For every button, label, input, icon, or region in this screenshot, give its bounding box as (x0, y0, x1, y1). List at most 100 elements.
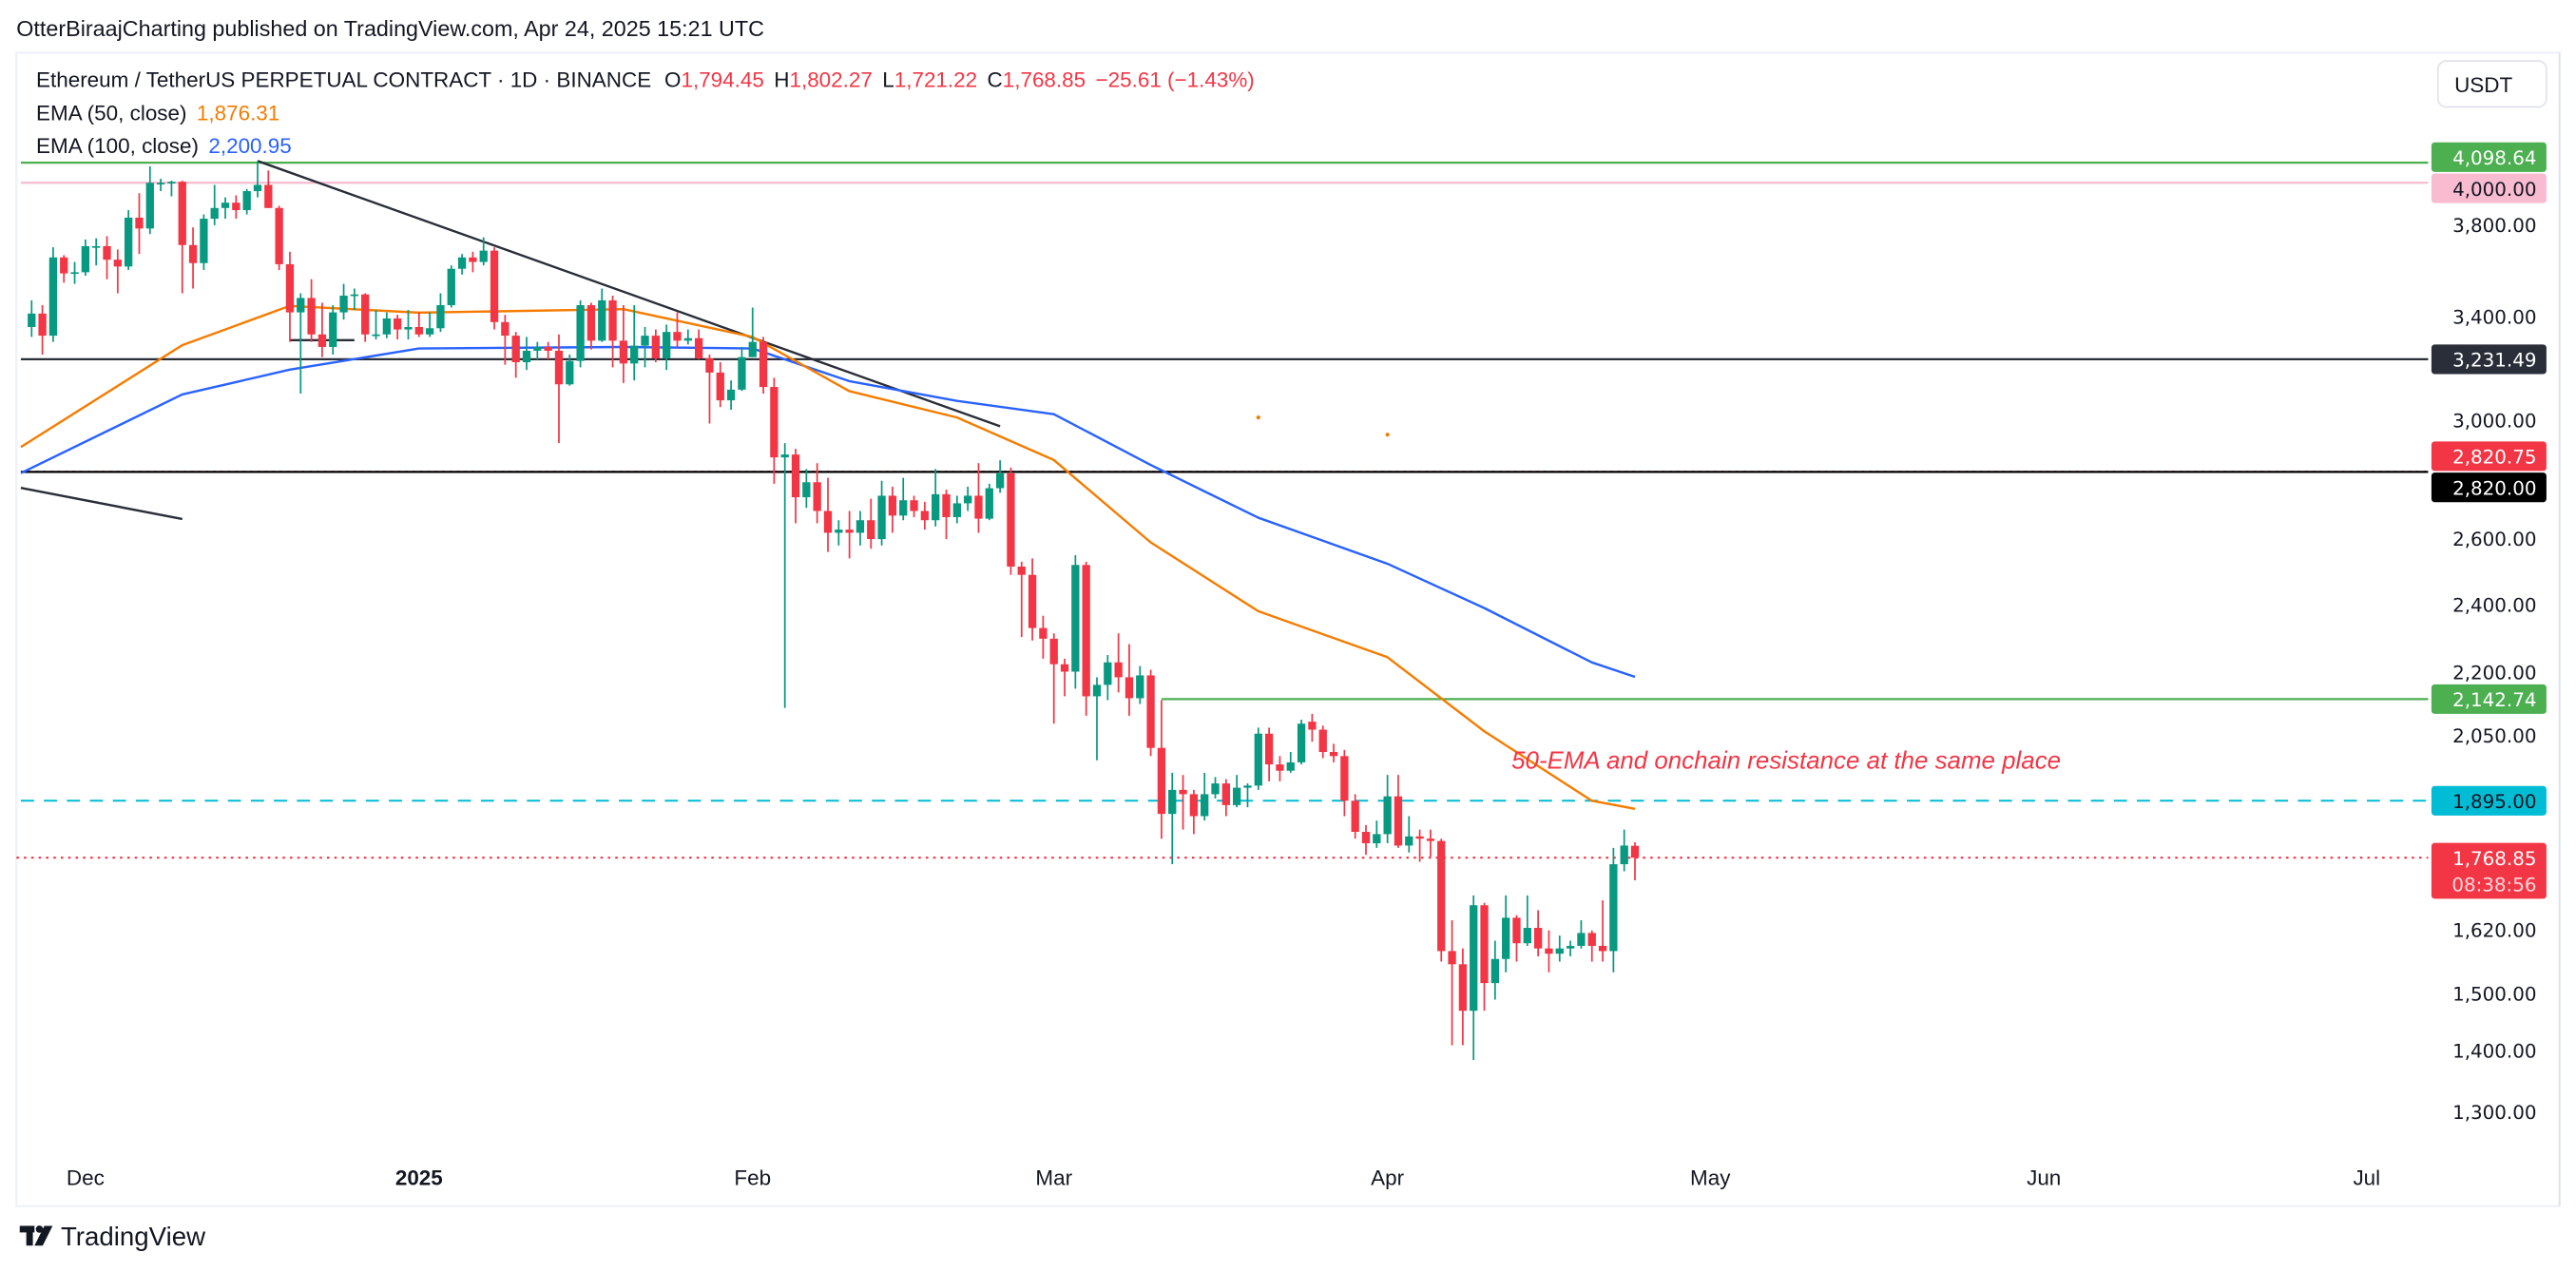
symbol-name[interactable]: Ethereum / TetherUS PERPETUAL CONTRACT ·… (36, 68, 651, 92)
candle-body (285, 263, 295, 313)
candle (964, 486, 972, 511)
candle (985, 483, 993, 521)
candle-body (103, 245, 111, 260)
candle-body (1179, 789, 1187, 795)
candle (1361, 824, 1371, 856)
annotation-text[interactable]: 50-EMA and onchain resistance at the sam… (1511, 747, 2061, 774)
candle (855, 511, 865, 546)
candle (28, 299, 36, 337)
candle-body (361, 294, 370, 335)
candle-body (576, 304, 585, 361)
candle (297, 293, 305, 395)
candle-body (705, 357, 714, 373)
candle (469, 251, 477, 273)
candle (1233, 775, 1241, 808)
candle-body (1233, 787, 1241, 805)
candle (932, 469, 940, 527)
candle-body (985, 488, 993, 519)
candle-body (1394, 796, 1403, 846)
candle-body (1049, 638, 1058, 665)
candle-body (748, 341, 757, 357)
candle (1017, 561, 1026, 637)
price-axis[interactable]: 4,098.64 4,000.00 3,231.49 2,820.75 2,820.00… (2431, 142, 2547, 1124)
trendline[interactable] (20, 487, 183, 521)
candle-body (307, 298, 316, 335)
candle-body (329, 312, 337, 347)
candle (1437, 838, 1446, 962)
candle (1405, 816, 1413, 853)
candle-body (780, 454, 789, 458)
level-price-label: 4,098.64 (2452, 147, 2536, 169)
candle-body (232, 202, 240, 211)
candle (1060, 658, 1069, 697)
candle (522, 337, 531, 371)
candle-body (813, 482, 821, 511)
candle (738, 346, 746, 392)
time-tick-label: Mar (1035, 1166, 1072, 1189)
candle (952, 495, 961, 524)
candle-body (135, 217, 144, 229)
candle-body (479, 250, 488, 262)
candle (1470, 895, 1478, 1061)
candle-body (382, 318, 391, 335)
currency-button[interactable]: USDT (2436, 60, 2547, 108)
candle (1125, 644, 1134, 716)
candle (683, 329, 692, 345)
time-tick-label: Dec (67, 1166, 105, 1189)
open-value: 1,794.45 (681, 68, 763, 92)
candle (350, 288, 359, 311)
candle (38, 304, 47, 355)
candle (1448, 920, 1456, 1046)
candle-body (372, 334, 380, 337)
candle-body (394, 318, 402, 330)
candle (877, 480, 886, 546)
candle (651, 329, 661, 363)
candle-body (1039, 627, 1048, 639)
candle-body (167, 182, 176, 183)
chart-frame (14, 51, 2562, 1208)
candle-body (1415, 836, 1424, 839)
candle (1490, 940, 1500, 1000)
level-price-label-bg (2431, 785, 2547, 816)
candle-body (1082, 565, 1090, 697)
candle (285, 251, 295, 342)
price-tick-label: 2,200.00 (2452, 663, 2536, 684)
candle (1049, 633, 1058, 724)
candle-body (1276, 764, 1284, 771)
candle (264, 170, 273, 208)
candle-body (1007, 472, 1015, 568)
candle (899, 477, 908, 521)
candle-body (855, 520, 865, 533)
candle-body (447, 268, 455, 305)
trendline[interactable] (257, 160, 1001, 428)
candle-body (630, 345, 639, 364)
candle (1168, 772, 1177, 865)
candle-body (1243, 785, 1252, 788)
candle-body (70, 272, 79, 275)
legend-ema50-row[interactable]: EMA (50, close) 1,876.31 (36, 101, 279, 125)
candle (1426, 829, 1435, 858)
candle (1555, 935, 1564, 962)
candle (125, 210, 133, 270)
level-price-label: 2,142.74 (2452, 689, 2536, 711)
level-price-label-bg (2431, 472, 2547, 503)
candle-body (1114, 662, 1123, 678)
candle-body (995, 472, 1005, 489)
candle (1512, 915, 1521, 962)
time-axis[interactable]: Dec 2025 Feb Mar Apr May Jun Jul (67, 1166, 2380, 1189)
legend-ema100-row[interactable]: EMA (100, close) 2,200.95 (36, 134, 292, 158)
candle (598, 288, 606, 342)
candle-body (1598, 945, 1607, 952)
level-price-label-bg (2431, 142, 2547, 172)
candle (232, 195, 240, 220)
low-value: 1,721.22 (894, 68, 977, 92)
candle (619, 304, 628, 383)
candle (1136, 665, 1144, 704)
candle-body (974, 495, 983, 519)
candle (694, 329, 703, 360)
plot-area[interactable]: 50-EMA and onchain resistance at the sam… (16, 160, 2429, 1061)
candle-body (210, 207, 219, 220)
candle (630, 304, 639, 381)
change-value: −25.61 (−1.43%) (1096, 68, 1255, 92)
candle-body (1329, 752, 1338, 757)
